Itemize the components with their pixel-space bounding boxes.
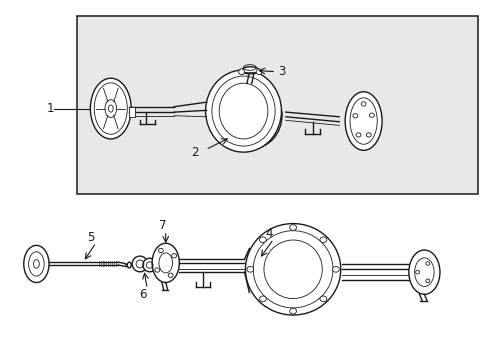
Ellipse shape: [345, 92, 381, 150]
Ellipse shape: [366, 133, 370, 137]
Ellipse shape: [425, 262, 429, 265]
Ellipse shape: [152, 243, 179, 283]
Bar: [77, 16, 477, 194]
Text: 5: 5: [86, 231, 94, 244]
Ellipse shape: [24, 246, 49, 283]
Text: 6: 6: [139, 288, 146, 301]
Text: 1: 1: [46, 102, 54, 115]
Ellipse shape: [132, 256, 147, 272]
Ellipse shape: [415, 270, 419, 274]
Bar: [129, 107, 135, 117]
Ellipse shape: [158, 248, 163, 253]
Ellipse shape: [289, 308, 296, 314]
Ellipse shape: [245, 224, 340, 315]
Ellipse shape: [368, 113, 373, 117]
Ellipse shape: [205, 70, 281, 152]
Ellipse shape: [319, 237, 326, 243]
Ellipse shape: [246, 266, 253, 272]
Ellipse shape: [352, 114, 357, 118]
Ellipse shape: [90, 78, 131, 139]
Ellipse shape: [259, 296, 266, 302]
Ellipse shape: [256, 69, 262, 75]
Ellipse shape: [168, 273, 173, 278]
Ellipse shape: [332, 266, 339, 272]
Text: 3: 3: [278, 65, 285, 78]
Text: 7: 7: [159, 219, 166, 232]
Ellipse shape: [259, 237, 266, 243]
Ellipse shape: [142, 258, 156, 272]
Ellipse shape: [355, 133, 360, 137]
Ellipse shape: [238, 69, 244, 75]
Ellipse shape: [127, 262, 131, 268]
Ellipse shape: [108, 105, 113, 112]
Ellipse shape: [241, 67, 259, 74]
Ellipse shape: [221, 83, 282, 149]
Ellipse shape: [319, 296, 326, 302]
Text: 2: 2: [191, 146, 198, 159]
Ellipse shape: [171, 253, 176, 258]
Ellipse shape: [155, 268, 160, 272]
Ellipse shape: [289, 225, 296, 230]
Ellipse shape: [425, 279, 429, 283]
Ellipse shape: [408, 250, 439, 294]
Ellipse shape: [361, 102, 366, 106]
Text: 4: 4: [264, 227, 272, 240]
